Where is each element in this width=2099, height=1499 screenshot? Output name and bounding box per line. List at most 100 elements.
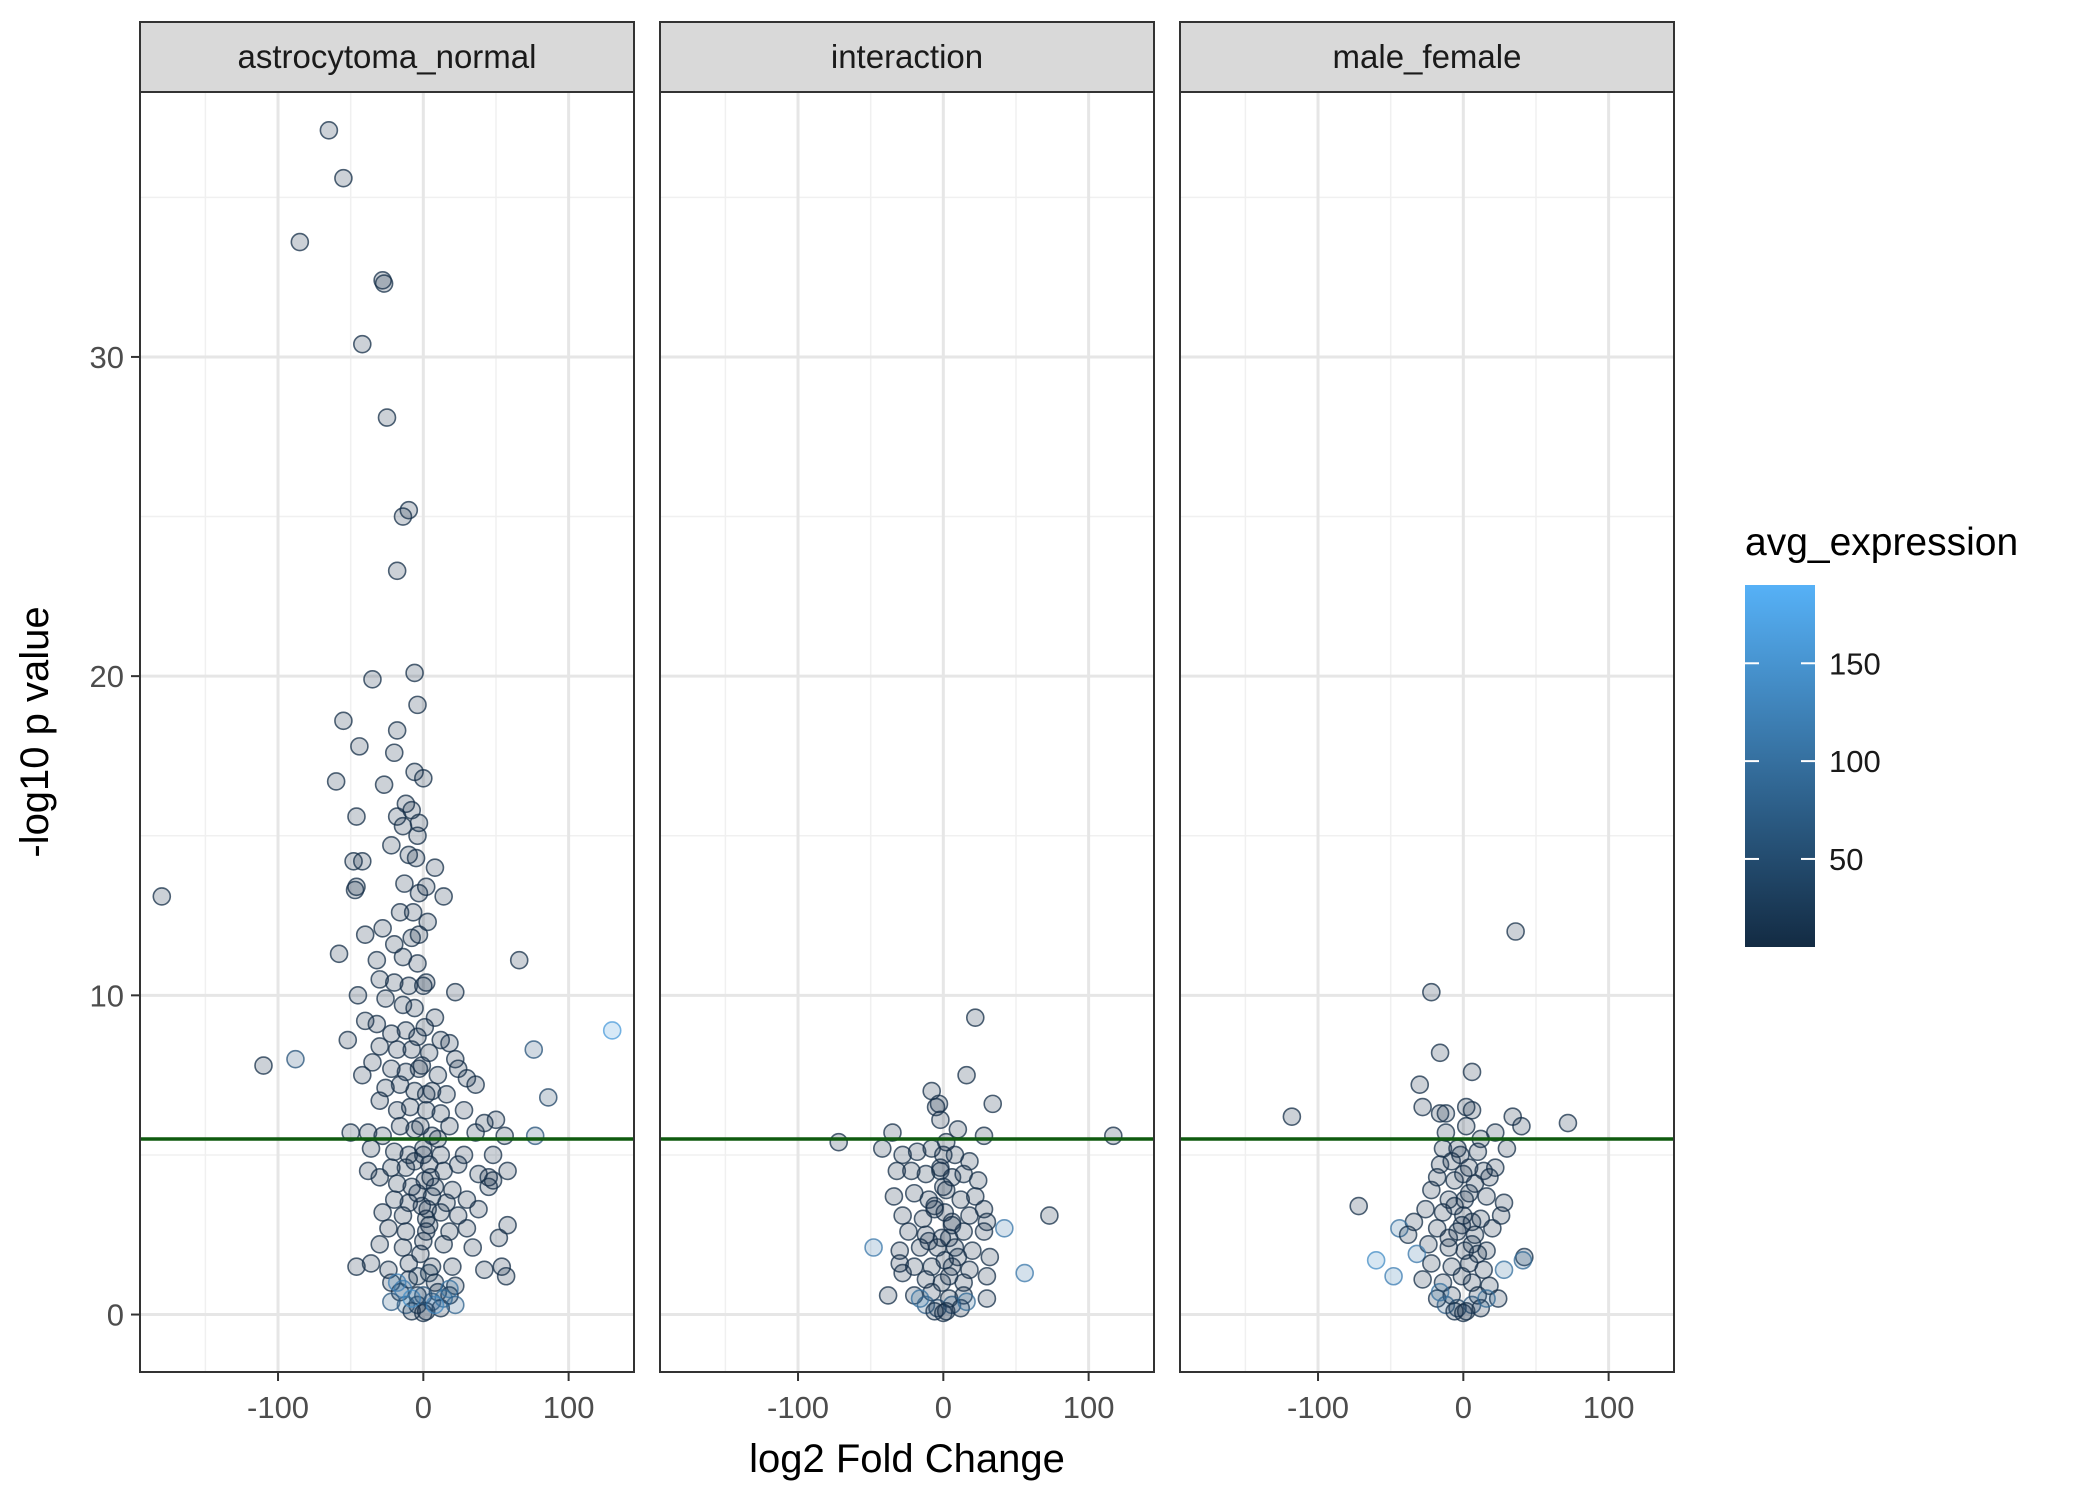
data-point xyxy=(489,1228,509,1248)
data-point xyxy=(1430,1043,1450,1063)
data-point xyxy=(408,954,427,973)
data-point xyxy=(412,1056,432,1075)
data-point xyxy=(408,1266,427,1286)
data-point xyxy=(960,1206,979,1225)
data-point xyxy=(919,1231,939,1251)
data-point xyxy=(910,1289,930,1308)
data-point xyxy=(384,973,404,992)
data-point xyxy=(448,1206,468,1225)
legend-colorbar xyxy=(1745,585,1815,947)
data-point xyxy=(418,1199,437,1219)
data-point xyxy=(152,887,172,906)
data-point xyxy=(326,772,346,791)
data-point xyxy=(352,1065,372,1085)
data-point xyxy=(382,1059,401,1079)
data-point xyxy=(934,1303,953,1323)
data-point xyxy=(384,934,404,954)
data-point xyxy=(525,1126,545,1146)
panel-background xyxy=(1180,92,1674,1372)
data-point xyxy=(1452,1215,1472,1235)
data-point xyxy=(1422,1180,1441,1200)
data-point xyxy=(408,695,427,715)
data-point xyxy=(390,1116,410,1136)
data-point xyxy=(376,989,395,1008)
data-point xyxy=(1445,1196,1464,1216)
data-point xyxy=(414,976,433,996)
data-point xyxy=(1436,1104,1456,1123)
data-point xyxy=(948,1247,968,1267)
data-point xyxy=(418,912,437,932)
data-point xyxy=(1407,1244,1427,1264)
data-point xyxy=(393,995,413,1015)
y-axis-title: -log10 p value xyxy=(13,606,57,857)
data-point xyxy=(893,1263,912,1283)
data-point xyxy=(393,816,413,836)
data-point xyxy=(954,1273,973,1292)
x-tick-label: 100 xyxy=(543,1390,595,1425)
data-point xyxy=(382,836,401,855)
data-point xyxy=(329,944,349,964)
data-point xyxy=(1104,1126,1123,1146)
data-point xyxy=(338,1030,358,1050)
data-point xyxy=(448,1155,468,1174)
data-point xyxy=(1349,1196,1369,1216)
data-point xyxy=(954,1222,973,1241)
data-point xyxy=(384,1190,404,1209)
y-tick-label: 20 xyxy=(90,659,124,694)
data-point xyxy=(1506,922,1525,941)
data-point xyxy=(936,1180,956,1200)
data-point xyxy=(1384,1266,1403,1286)
data-point xyxy=(931,1110,950,1130)
data-point xyxy=(384,743,404,763)
facet-strip-label: astrocytoma_normal xyxy=(238,38,537,75)
y-tick-label: 0 xyxy=(107,1298,124,1333)
data-point xyxy=(899,1222,918,1241)
data-point xyxy=(1422,982,1441,1002)
data-point xyxy=(387,721,407,740)
data-point xyxy=(524,1040,544,1059)
data-point xyxy=(416,877,436,897)
x-tick-label: -100 xyxy=(1287,1390,1349,1425)
data-point xyxy=(358,1161,378,1181)
data-point xyxy=(396,1021,416,1040)
data-point xyxy=(1398,1225,1418,1245)
data-point xyxy=(416,1100,436,1120)
data-point xyxy=(942,1215,962,1235)
data-point xyxy=(1454,1164,1473,1184)
data-point xyxy=(1430,1104,1450,1123)
data-point xyxy=(483,1145,503,1165)
data-point xyxy=(405,1152,424,1171)
data-point xyxy=(475,1260,494,1280)
data-point xyxy=(936,1132,956,1152)
data-point xyxy=(382,1024,401,1043)
data-point xyxy=(1416,1199,1435,1219)
x-tick-label: 0 xyxy=(1455,1390,1472,1425)
legend-ticks: 50 100 150 xyxy=(1745,646,1881,877)
data-point xyxy=(347,1257,366,1276)
data-point xyxy=(974,1126,994,1146)
data-point xyxy=(463,1238,483,1257)
data-point xyxy=(498,1161,517,1181)
data-point xyxy=(1413,1097,1432,1117)
legend-tick-label: 150 xyxy=(1829,646,1881,681)
y-tick-label: 30 xyxy=(90,340,124,375)
data-point xyxy=(334,711,353,731)
x-axis-title: log2 Fold Change xyxy=(749,1437,1065,1481)
data-point xyxy=(496,1266,516,1286)
facet-strip xyxy=(659,21,1155,93)
data-point xyxy=(370,1235,390,1254)
data-point xyxy=(977,1266,997,1286)
data-point xyxy=(1462,1062,1482,1082)
data-point xyxy=(1462,1212,1482,1232)
data-point xyxy=(509,950,529,970)
data-point xyxy=(1474,1260,1493,1280)
data-points xyxy=(829,1008,1123,1323)
data-point xyxy=(1477,1289,1496,1308)
data-point xyxy=(361,1139,381,1158)
data-point xyxy=(387,807,407,826)
data-point xyxy=(1497,1139,1517,1158)
data-point xyxy=(390,903,410,922)
data-point xyxy=(929,1094,949,1114)
data-point xyxy=(492,1257,512,1276)
